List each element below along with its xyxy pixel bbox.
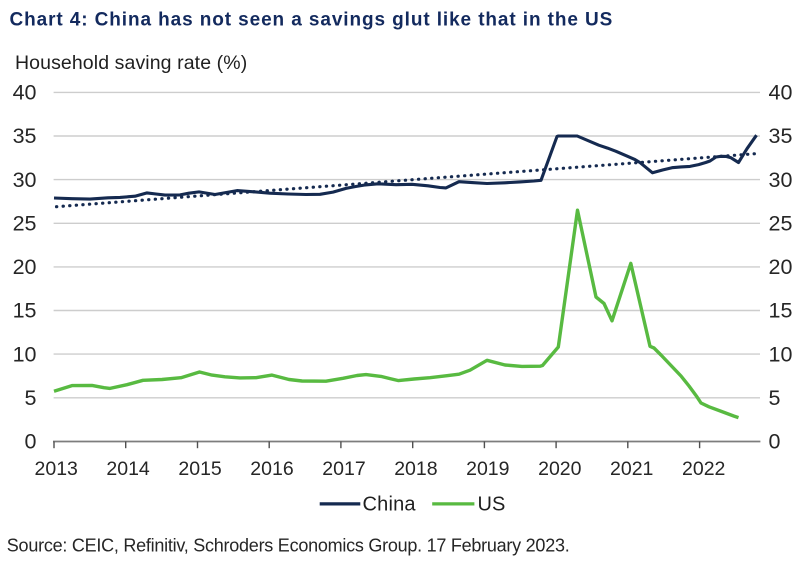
svg-text:20: 20 xyxy=(769,255,793,279)
svg-text:30: 30 xyxy=(13,168,37,192)
svg-text:40: 40 xyxy=(13,81,37,105)
svg-text:35: 35 xyxy=(769,124,793,148)
svg-text:5: 5 xyxy=(769,386,781,410)
svg-text:2014: 2014 xyxy=(106,458,150,480)
svg-text:0: 0 xyxy=(769,430,781,454)
svg-text:0: 0 xyxy=(25,430,37,454)
svg-text:2017: 2017 xyxy=(322,458,365,480)
svg-text:2019: 2019 xyxy=(466,458,509,480)
svg-text:2020: 2020 xyxy=(538,458,582,480)
svg-text:Chart 4: China has not seen a: Chart 4: China has not seen a savings gl… xyxy=(10,10,614,31)
svg-text:10: 10 xyxy=(769,342,793,366)
svg-text:5: 5 xyxy=(25,386,37,410)
svg-text:2013: 2013 xyxy=(35,458,78,480)
svg-text:15: 15 xyxy=(769,299,793,323)
svg-text:2021: 2021 xyxy=(610,458,653,480)
svg-text:2016: 2016 xyxy=(250,458,293,480)
svg-text:15: 15 xyxy=(13,299,37,323)
svg-text:35: 35 xyxy=(13,124,37,148)
svg-text:Household saving rate (%): Household saving rate (%) xyxy=(15,52,247,74)
svg-text:25: 25 xyxy=(769,212,793,236)
svg-text:Source: CEIC, Refinitiv, Schro: Source: CEIC, Refinitiv, Schroders Econo… xyxy=(7,535,570,555)
svg-text:China: China xyxy=(363,493,417,515)
svg-text:20: 20 xyxy=(13,255,37,279)
svg-text:30: 30 xyxy=(769,168,793,192)
svg-text:25: 25 xyxy=(13,212,37,236)
svg-text:10: 10 xyxy=(13,342,37,366)
svg-text:2018: 2018 xyxy=(394,458,437,480)
svg-text:2015: 2015 xyxy=(178,458,222,480)
svg-text:US: US xyxy=(478,493,506,515)
svg-text:2022: 2022 xyxy=(682,458,725,480)
svg-text:40: 40 xyxy=(769,81,793,105)
